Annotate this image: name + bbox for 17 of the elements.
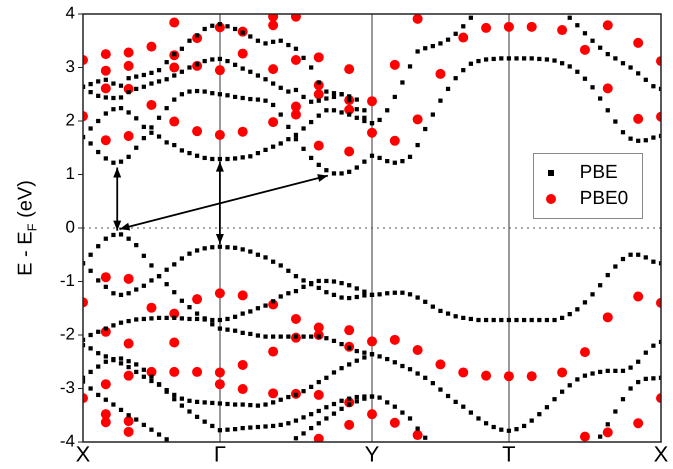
x-tick-label: X bbox=[76, 441, 91, 466]
y-tick-label: 4 bbox=[66, 4, 75, 23]
x-tick-label: T bbox=[502, 441, 516, 466]
y-tick-label: -3 bbox=[60, 378, 75, 398]
y-axis-title: E - EF (eV) bbox=[14, 180, 40, 276]
legend-label: PBE bbox=[580, 162, 618, 184]
y-tick-label: 1 bbox=[66, 164, 75, 184]
x-tick-label: X bbox=[654, 441, 669, 466]
y-tick-label: -1 bbox=[60, 271, 75, 290]
y-tick-label: -2 bbox=[60, 324, 75, 344]
x-tick-label: Y bbox=[364, 441, 380, 466]
y-tick-label: 0 bbox=[66, 218, 75, 237]
legend-label: PBE0 bbox=[580, 188, 628, 210]
x-tick-label: Γ bbox=[214, 441, 226, 466]
y-tick-label: 2 bbox=[66, 110, 75, 130]
y-tick-label: 3 bbox=[66, 57, 75, 76]
y-tick-label: -4 bbox=[60, 432, 75, 451]
